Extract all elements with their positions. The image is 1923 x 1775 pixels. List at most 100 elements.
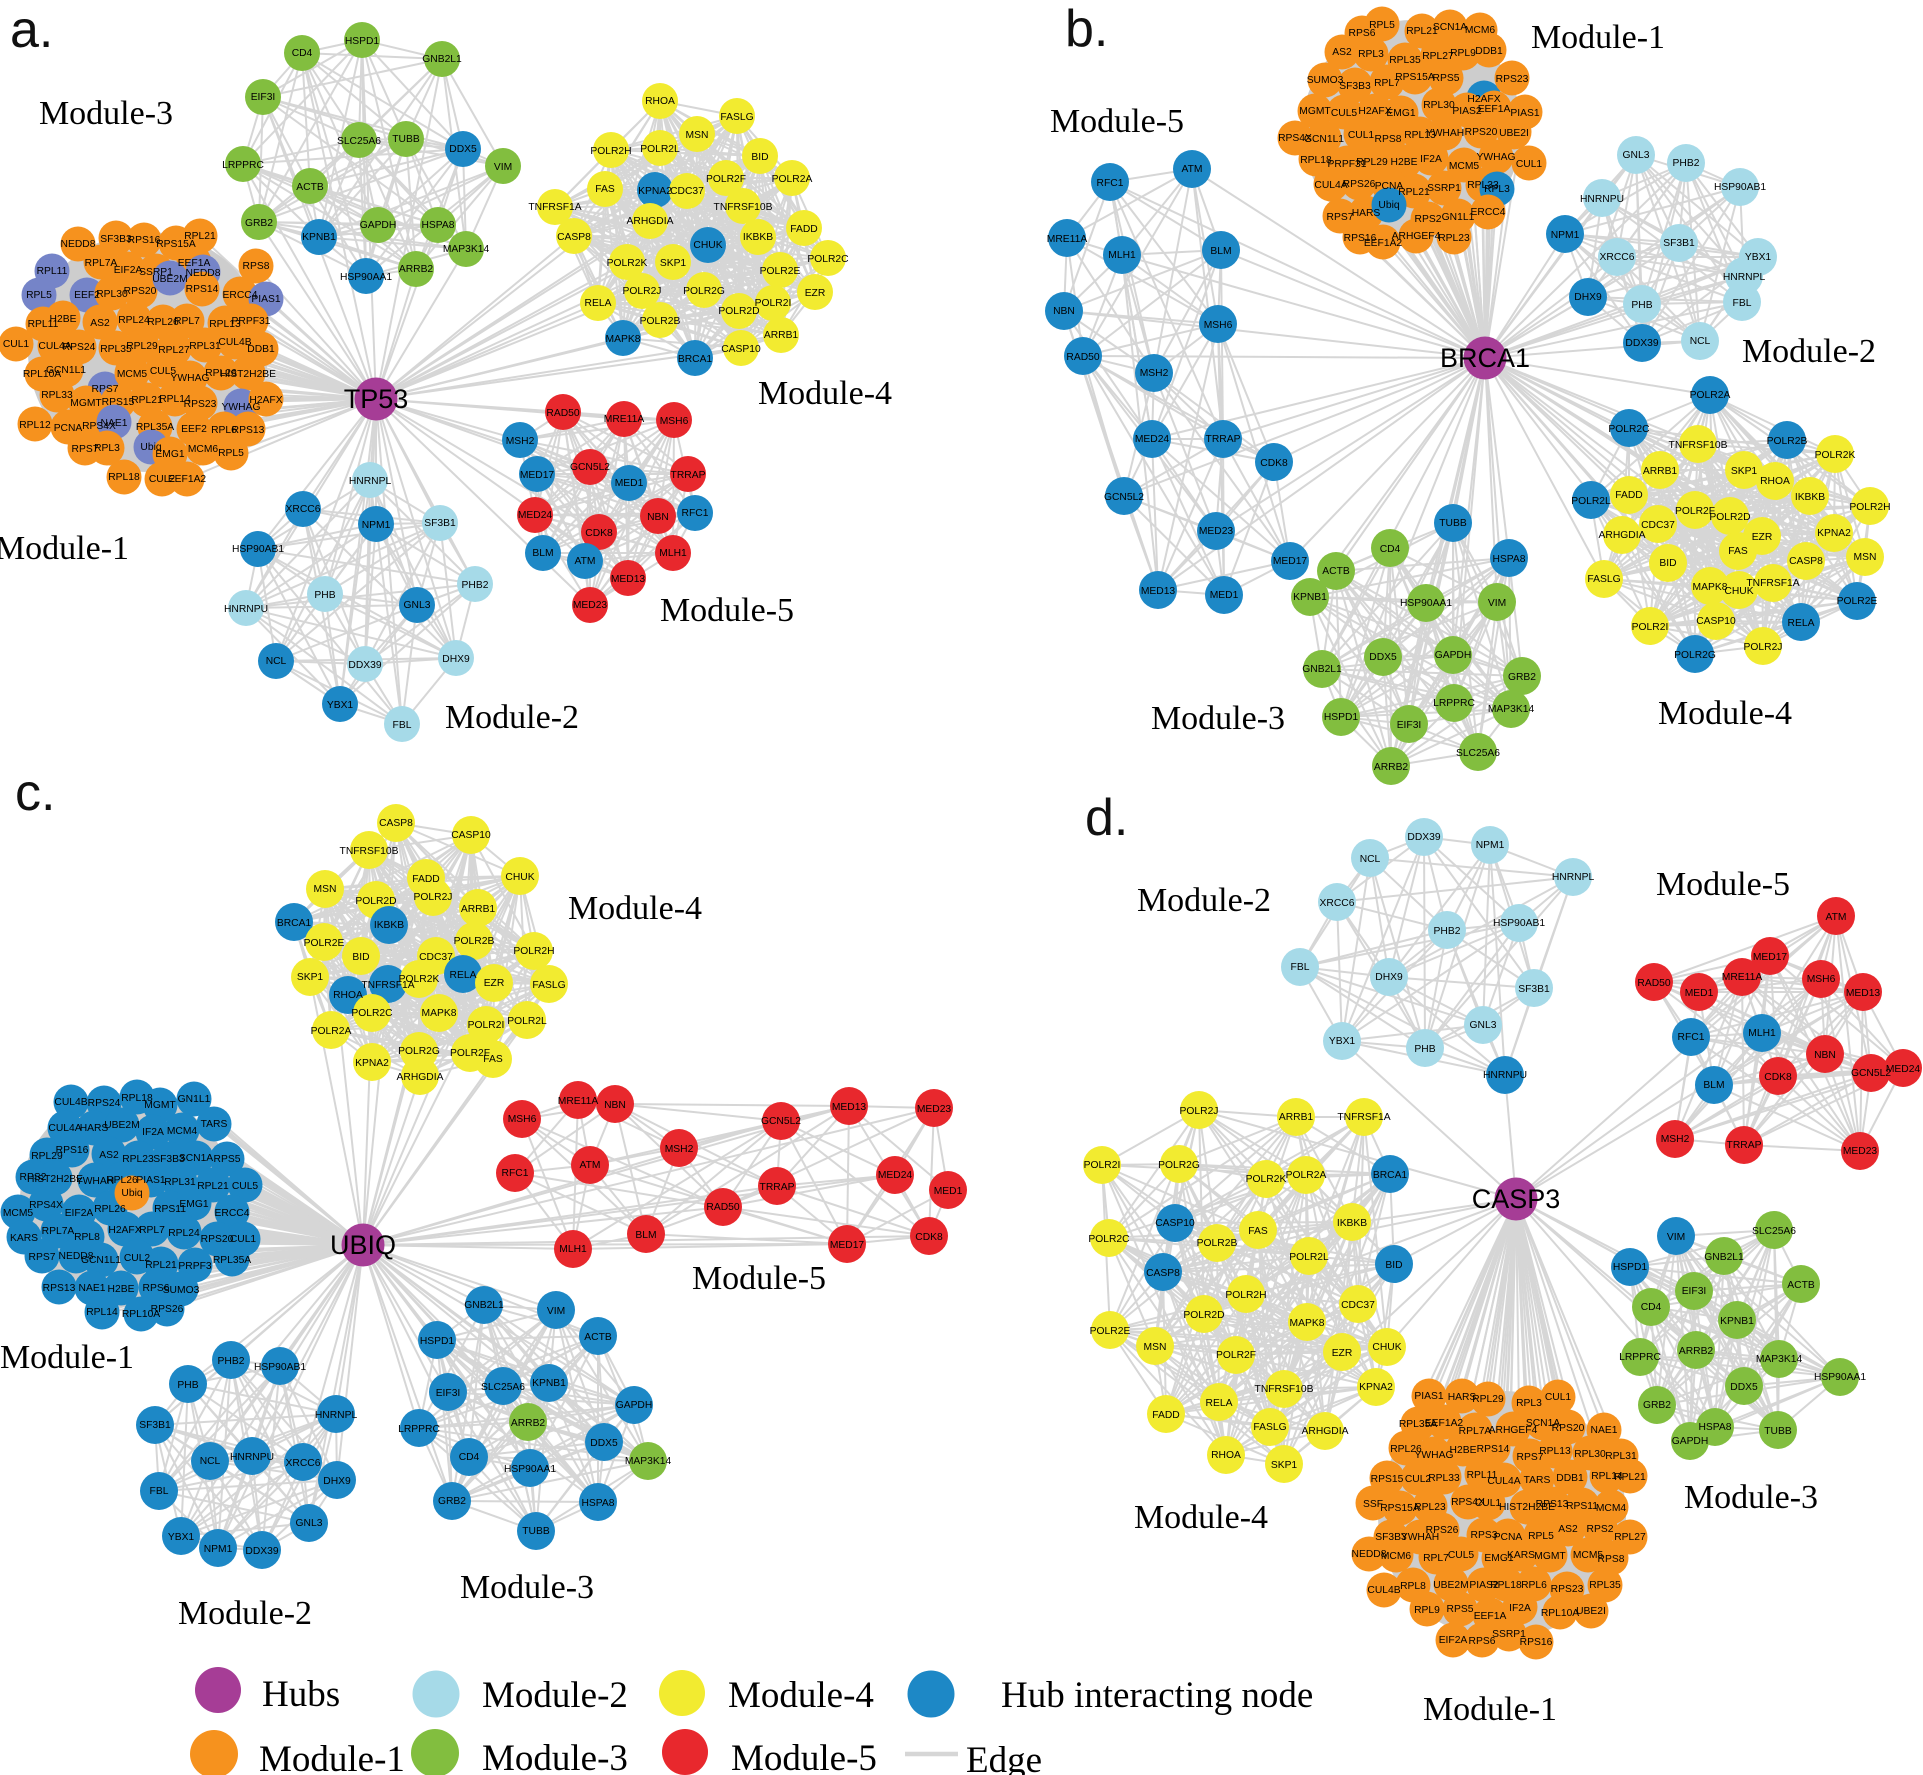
svg-text:CUL4B: CUL4B	[218, 337, 251, 348]
svg-text:RELA: RELA	[1206, 1398, 1233, 1409]
svg-text:FBL: FBL	[150, 1486, 169, 1497]
svg-text:NCL: NCL	[200, 1456, 221, 1467]
svg-text:RPS20: RPS20	[124, 286, 157, 297]
svg-text:RPS7: RPS7	[1517, 1452, 1544, 1463]
svg-text:RPL27: RPL27	[1614, 1532, 1646, 1543]
svg-text:POLR2F: POLR2F	[706, 174, 746, 185]
svg-text:RPL35A: RPL35A	[1399, 1419, 1437, 1430]
svg-text:SF3B1: SF3B1	[139, 1420, 171, 1431]
svg-text:TUBB: TUBB	[1764, 1426, 1792, 1437]
svg-text:YWHAG: YWHAG	[171, 373, 210, 384]
svg-text:RPL31: RPL31	[1605, 1451, 1637, 1462]
svg-text:RPL35A: RPL35A	[136, 422, 174, 433]
svg-text:BRCA1: BRCA1	[678, 354, 713, 365]
svg-text:MSH2: MSH2	[1140, 368, 1169, 379]
svg-text:YWHAH: YWHAH	[1426, 128, 1464, 139]
svg-text:Module-5: Module-5	[660, 592, 794, 629]
svg-text:ERCC4: ERCC4	[215, 1208, 250, 1219]
svg-text:TUBB: TUBB	[1439, 518, 1467, 529]
svg-text:GCN5L2: GCN5L2	[761, 1116, 801, 1127]
svg-text:PIAS1: PIAS1	[1510, 108, 1539, 119]
svg-text:TRRAP: TRRAP	[760, 1182, 795, 1193]
svg-text:MED24: MED24	[518, 510, 553, 521]
svg-text:POLR2J: POLR2J	[1180, 1106, 1219, 1117]
svg-text:HSPA8: HSPA8	[581, 1498, 614, 1509]
svg-text:MED24: MED24	[878, 1170, 913, 1181]
svg-text:SSF: SSF	[1363, 1499, 1383, 1510]
svg-text:ATM: ATM	[575, 556, 596, 567]
svg-text:ARRB1: ARRB1	[1643, 466, 1678, 477]
svg-text:DDX5: DDX5	[1369, 652, 1397, 663]
svg-text:RPS5: RPS5	[1447, 1604, 1474, 1615]
svg-text:a.: a.	[10, 1, 53, 59]
svg-text:SCN1A: SCN1A	[179, 1153, 213, 1164]
svg-text:POLR2G: POLR2G	[683, 286, 725, 297]
svg-text:RPS20: RPS20	[201, 1234, 234, 1245]
svg-text:TNFRSF1A: TNFRSF1A	[361, 980, 414, 991]
svg-text:MSH6: MSH6	[508, 1114, 537, 1125]
svg-text:PHB: PHB	[1414, 1044, 1435, 1055]
svg-text:POLR2H: POLR2H	[1225, 1290, 1266, 1301]
svg-text:GNB2L1: GNB2L1	[422, 54, 462, 65]
svg-text:POLR2I: POLR2I	[1632, 622, 1669, 633]
svg-text:NAE1: NAE1	[1591, 1425, 1618, 1436]
svg-text:RPS13: RPS13	[1536, 1499, 1569, 1510]
svg-text:POLR2H: POLR2H	[513, 946, 554, 957]
svg-text:POLR2B: POLR2B	[454, 936, 495, 947]
svg-text:TP53: TP53	[344, 384, 409, 414]
svg-text:KPNA2: KPNA2	[1817, 528, 1851, 539]
svg-text:TARS: TARS	[1524, 1475, 1551, 1486]
svg-text:POLR2F: POLR2F	[1675, 506, 1715, 517]
svg-text:POLR2E: POLR2E	[304, 938, 345, 949]
svg-text:H2BE: H2BE	[1450, 1445, 1477, 1456]
svg-text:TNFRSF1A: TNFRSF1A	[1337, 1112, 1390, 1123]
svg-text:RPL26: RPL26	[94, 1204, 126, 1215]
svg-text:RPS26: RPS26	[151, 1304, 184, 1315]
svg-text:MSN: MSN	[314, 884, 337, 895]
svg-text:POLR2G: POLR2G	[1674, 650, 1716, 661]
svg-text:ERCC4: ERCC4	[1471, 207, 1506, 218]
svg-text:HSPD1: HSPD1	[1324, 712, 1359, 723]
svg-text:RPL5: RPL5	[1369, 20, 1395, 31]
svg-text:LRPPRC: LRPPRC	[1619, 1352, 1661, 1363]
svg-text:EIF3I: EIF3I	[251, 92, 276, 103]
svg-text:TUBB: TUBB	[522, 1526, 550, 1537]
svg-text:YBX1: YBX1	[327, 700, 354, 711]
svg-text:EIF2A: EIF2A	[114, 265, 143, 276]
svg-text:RPS16: RPS16	[56, 1145, 89, 1156]
svg-text:RPL33: RPL33	[41, 390, 73, 401]
svg-text:MED1: MED1	[934, 1186, 963, 1197]
svg-text:SKP1: SKP1	[297, 972, 324, 983]
svg-text:POLR2I: POLR2I	[755, 298, 792, 309]
svg-text:HNRNPL: HNRNPL	[1723, 272, 1766, 283]
svg-text:DHX9: DHX9	[323, 1476, 351, 1487]
svg-text:RPL10A: RPL10A	[1541, 1608, 1579, 1619]
svg-text:GNL3: GNL3	[404, 600, 431, 611]
svg-text:RPS3: RPS3	[1471, 1530, 1498, 1541]
svg-text:RPS15A: RPS15A	[156, 239, 196, 250]
svg-text:MSH6: MSH6	[1807, 974, 1836, 985]
svg-text:RHOA: RHOA	[1760, 476, 1790, 487]
svg-text:RPL26: RPL26	[1390, 1444, 1422, 1455]
svg-text:SF3B1: SF3B1	[1663, 238, 1695, 249]
svg-text:HSPA8: HSPA8	[1698, 1422, 1731, 1433]
svg-text:CDC37: CDC37	[419, 952, 453, 963]
svg-text:GCN1L1: GCN1L1	[81, 1255, 121, 1266]
svg-text:SSRP1: SSRP1	[1492, 1629, 1526, 1640]
svg-text:CUL1: CUL1	[1516, 159, 1543, 170]
svg-text:Module-3: Module-3	[460, 1569, 594, 1606]
svg-text:MAPK8: MAPK8	[606, 334, 641, 345]
svg-text:RPL3: RPL3	[1358, 49, 1384, 60]
svg-text:RPL14: RPL14	[159, 394, 191, 405]
svg-text:GRB2: GRB2	[438, 1496, 466, 1507]
svg-text:CUL1: CUL1	[1348, 130, 1375, 141]
svg-text:RPS2: RPS2	[20, 1172, 47, 1183]
svg-text:RPL11: RPL11	[37, 266, 68, 277]
svg-text:RPL24: RPL24	[168, 1228, 200, 1239]
svg-text:MED13: MED13	[611, 574, 646, 585]
svg-text:RPL8: RPL8	[1400, 1581, 1426, 1592]
svg-text:RPS13: RPS13	[43, 1283, 76, 1294]
svg-text:TNFRSF1A: TNFRSF1A	[1746, 578, 1799, 589]
svg-text:CUL4A: CUL4A	[1314, 180, 1347, 191]
svg-text:CUL5: CUL5	[150, 366, 177, 377]
